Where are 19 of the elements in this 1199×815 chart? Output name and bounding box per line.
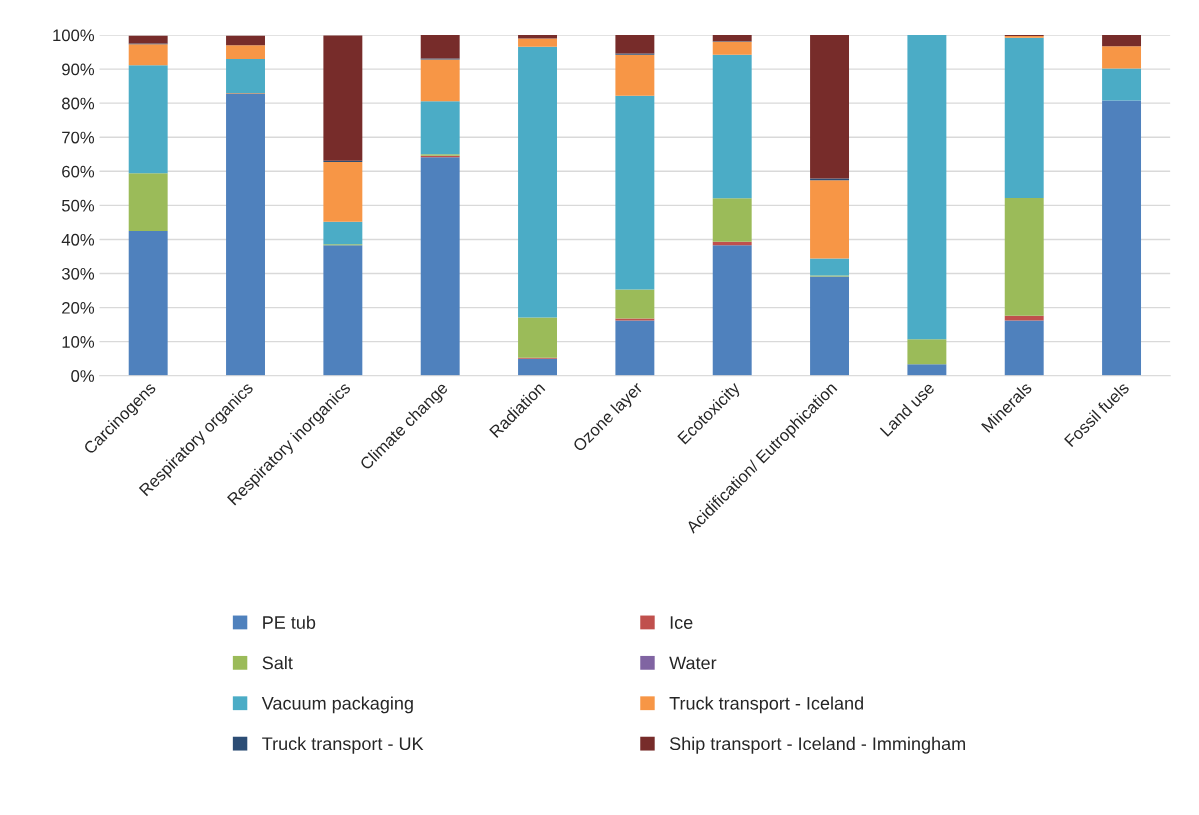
y-tick-label: 20% <box>62 301 95 314</box>
y-tick-label: 30% <box>61 267 95 280</box>
legend-label: Water <box>669 656 717 670</box>
y-tick-label: 10% <box>62 336 95 348</box>
legend-label: Ice <box>670 616 693 629</box>
y-tick-label: 40% <box>61 233 95 246</box>
y-tick-label: 90% <box>62 63 95 76</box>
y-tick-label: 70% <box>62 131 95 144</box>
legend-label: Vacuum packaging <box>261 696 413 714</box>
y-tick-label: 50% <box>61 199 95 212</box>
legend-label: Truck transport - UK <box>262 736 424 754</box>
y-tick-label: 80% <box>62 97 95 110</box>
y-tick-label: 100% <box>53 29 95 42</box>
legend-label: Ship transport - Iceland - Immingham <box>669 736 965 754</box>
y-tick-label: 60% <box>62 165 95 178</box>
legend-label: PE tub <box>263 615 316 629</box>
legend-label: Salt <box>262 656 293 670</box>
legend-label: Truck transport - Iceland <box>669 696 863 714</box>
y-tick-label: 0% <box>71 370 95 382</box>
